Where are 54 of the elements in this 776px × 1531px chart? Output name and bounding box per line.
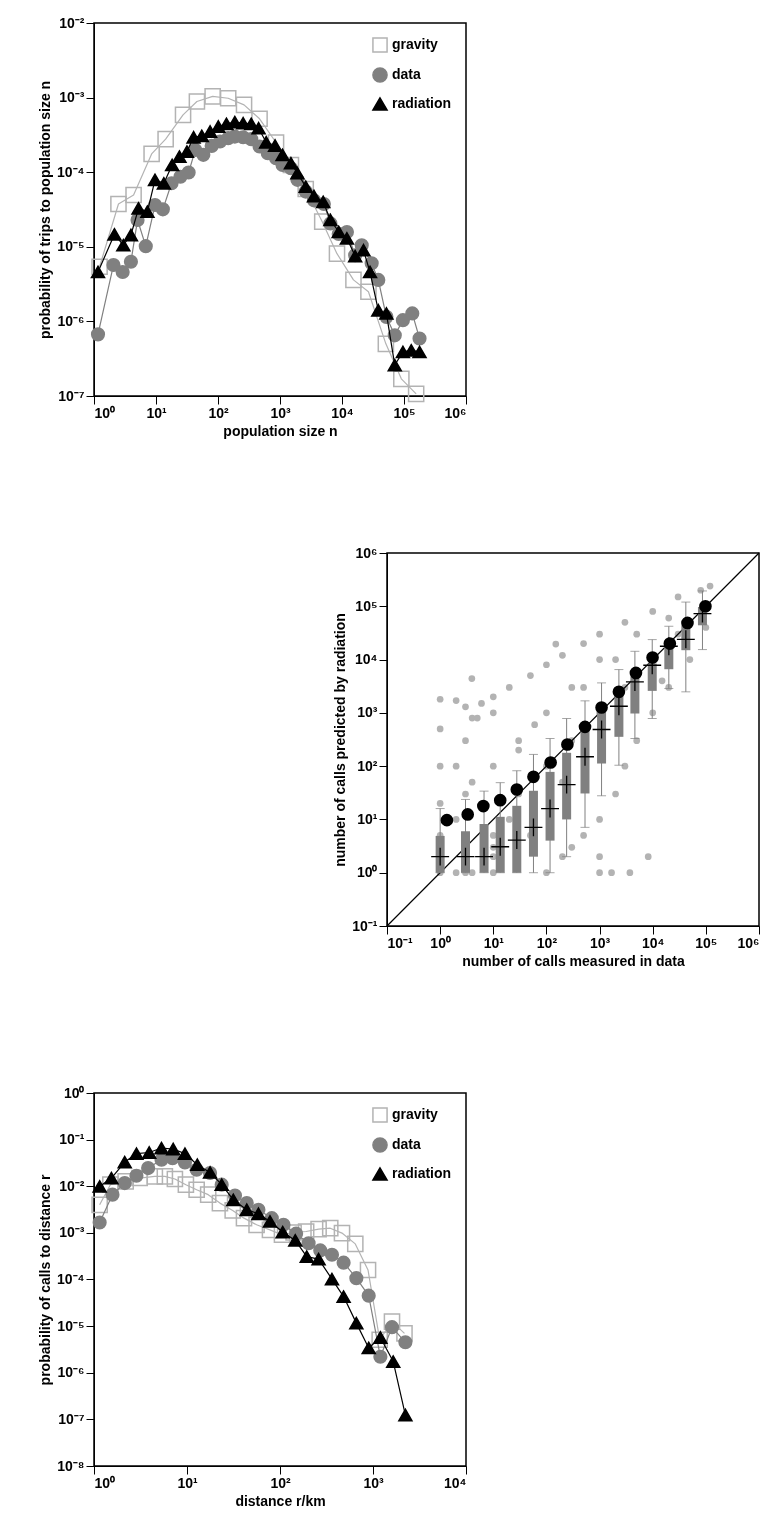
legend-label: gravity: [392, 36, 439, 52]
legend-label: data: [392, 1136, 421, 1152]
y-tick-label: 10⁶: [355, 544, 378, 561]
y-tick-label: 10⁰: [356, 864, 378, 881]
legend-label: radiation: [392, 95, 452, 111]
x-tick-label: 10⁴: [641, 934, 665, 951]
y-tick-label: 10³: [357, 704, 378, 721]
y-tick-label: 10⁻⁷: [58, 387, 85, 404]
y-tick-label: 10⁵: [355, 597, 378, 614]
y-tick-label: 10¹: [357, 810, 378, 827]
y-tick-label: 10⁻³: [59, 1224, 85, 1241]
x-tick-label: 10³: [270, 404, 291, 421]
y-tick-label: 10⁻³: [59, 89, 85, 106]
y-tick-label: 10⁻¹: [59, 1131, 85, 1148]
y-tick-label: 10⁻⁸: [57, 1457, 85, 1474]
y-tick-label: 10⁴: [355, 651, 378, 668]
y-tick-label: 10⁻⁷: [58, 1410, 85, 1427]
x-tick-label: 10¹: [146, 404, 167, 421]
y-tick-label: 10⁻⁶: [57, 1364, 85, 1381]
x-tick-label: 10²: [208, 404, 229, 421]
x-tick-label: 10⁰: [94, 404, 116, 421]
x-tick-label: 10²: [536, 934, 558, 951]
x-axis-title: population size n: [223, 422, 338, 439]
y-tick-label: 10⁰: [63, 1084, 85, 1101]
y-tick-label: 10⁻⁴: [57, 1271, 85, 1287]
y-axis-title: probability of calls to distance r: [37, 1174, 53, 1386]
x-tick-label: 10¹: [483, 934, 505, 951]
x-axis-title: distance r/km: [235, 1492, 326, 1509]
x-tick-label: 10⁶: [444, 404, 467, 421]
y-tick-label: 10⁻⁵: [57, 238, 85, 255]
x-tick-label: 10⁴: [331, 404, 354, 421]
x-axis-title: number of calls measured in data: [462, 952, 685, 969]
y-axis-title: probability of trips to population size n: [37, 80, 53, 340]
x-tick-label: 10⁵: [695, 934, 718, 951]
x-tick-label: 10⁻¹: [387, 934, 414, 951]
x-tick-label: 10²: [270, 1474, 291, 1491]
y-tick-label: 10⁻²: [59, 14, 85, 31]
x-tick-label: 10³: [589, 934, 611, 951]
y-tick-label: 10⁻⁴: [57, 163, 85, 180]
y-tick-label: 10⁻¹: [352, 917, 378, 934]
legend-label: gravity: [392, 1106, 439, 1122]
y-tick-label: 10⁻⁶: [57, 312, 85, 329]
y-tick-label: 10²: [357, 757, 378, 774]
x-tick-label: 10⁰: [94, 1474, 116, 1491]
x-tick-label: 10⁶: [737, 934, 760, 951]
y-tick-label: 10⁻⁵: [57, 1317, 85, 1334]
legend-label: data: [392, 66, 421, 82]
x-tick-label: 10⁰: [430, 934, 451, 951]
y-tick-label: 10⁻²: [59, 1177, 85, 1194]
legend-label: radiation: [392, 1165, 452, 1181]
y-axis-title: number of calls predicted by radiation: [332, 613, 349, 867]
x-tick-label: 10¹: [177, 1474, 198, 1491]
x-tick-label: 10⁵: [393, 404, 416, 421]
x-tick-label: 10⁴: [444, 1474, 467, 1491]
